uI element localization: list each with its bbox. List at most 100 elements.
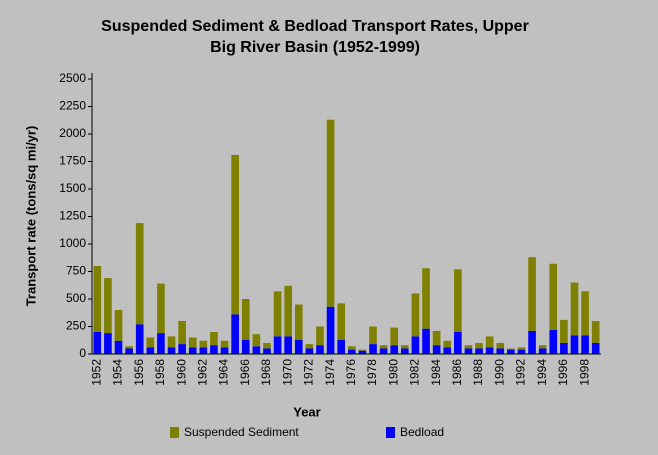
y-tick-label: 1000	[59, 236, 86, 250]
bar-segment	[93, 332, 102, 354]
bar-segment	[199, 347, 208, 354]
bar-segment	[560, 343, 568, 354]
bar-segment	[146, 347, 155, 354]
bar-segment	[369, 326, 377, 345]
y-tick-label: 0	[79, 346, 86, 360]
x-tick-label: 1978	[365, 359, 379, 386]
bar-segment	[401, 348, 409, 354]
x-tick-label: 1968	[259, 359, 273, 386]
bar-segment	[475, 348, 483, 354]
x-tick-label: 1976	[344, 359, 358, 386]
bar-segment	[114, 340, 123, 354]
bar-segment	[263, 348, 271, 354]
bar-segment	[581, 335, 589, 354]
bar-segment	[188, 347, 197, 354]
bar-segment	[316, 326, 324, 346]
x-tick-label: 1962	[196, 359, 210, 386]
bar-segment	[549, 329, 558, 354]
bar-segment	[411, 293, 420, 337]
y-tick-label: 500	[66, 291, 86, 305]
bar-segment	[263, 343, 271, 349]
legend-label: Suspended Sediment	[184, 425, 299, 439]
bar-segment	[347, 349, 356, 354]
bar-segment	[528, 257, 536, 331]
bar-segment	[104, 333, 112, 354]
bar-segment	[337, 303, 346, 340]
y-tick-label: 1250	[59, 209, 86, 223]
legend-swatch	[386, 427, 395, 438]
bar-segment	[454, 269, 462, 332]
bar-segment	[188, 337, 197, 348]
bar-segment	[294, 304, 303, 340]
bar-segment	[454, 332, 462, 354]
bar-segment	[358, 349, 367, 351]
bar-segment	[379, 345, 388, 349]
bar-segment	[422, 268, 430, 329]
bar-segment	[157, 283, 165, 334]
bar-segment	[517, 349, 526, 354]
bar-segment	[570, 282, 579, 336]
y-tick-label: 1500	[59, 181, 86, 195]
x-tick-label: 1988	[471, 359, 485, 386]
x-tick-label: 1994	[535, 359, 549, 386]
x-tick-label: 1980	[386, 359, 400, 386]
bar-segment	[167, 347, 176, 354]
bar-segment	[507, 349, 515, 354]
bar-segment	[369, 344, 377, 354]
legend-label: Bedload	[400, 425, 444, 439]
bar-segment	[210, 332, 218, 346]
bar-segment	[464, 348, 473, 354]
bar-segment	[496, 343, 505, 349]
bar-segment	[390, 327, 399, 346]
x-tick-label: 1956	[132, 359, 146, 386]
bar-segment	[316, 345, 324, 354]
bar-segment	[560, 319, 568, 343]
x-tick-label: 1998	[577, 359, 591, 386]
bar-segment	[432, 345, 441, 354]
bar-segment	[485, 336, 494, 348]
bar-segment	[241, 339, 250, 354]
bar-segment	[432, 330, 441, 346]
bar-segment	[401, 345, 409, 349]
bar-segment	[284, 285, 292, 337]
bar-segment	[581, 291, 589, 336]
y-tick-label: 2500	[59, 71, 86, 85]
y-tick-label: 250	[66, 319, 86, 333]
bar-segment	[252, 334, 261, 347]
bar-segment	[167, 336, 176, 348]
bar-segment	[528, 330, 536, 354]
bar-segment	[178, 344, 186, 354]
bar-segment	[411, 336, 420, 354]
y-tick-label: 750	[66, 264, 86, 278]
bar-segment	[443, 347, 452, 354]
bar-segment	[135, 223, 144, 325]
x-tick-label: 1982	[408, 359, 422, 386]
bar-segment	[422, 328, 430, 354]
bar-segment	[125, 346, 133, 349]
x-tick-label: 1958	[153, 359, 167, 386]
y-tick-label: 1750	[59, 154, 86, 168]
bar-segment	[305, 344, 314, 349]
bar-segment	[135, 324, 144, 354]
bar-segment	[485, 347, 494, 354]
bar-segment	[379, 348, 388, 354]
y-axis-title: Transport rate (tons/sq mi/yr)	[23, 126, 38, 307]
x-tick-label: 1954	[111, 359, 125, 386]
bar-segment	[146, 337, 155, 348]
bar-segment	[475, 343, 483, 349]
bar-segment	[507, 348, 515, 350]
x-tick-label: 1966	[238, 359, 252, 386]
legend-swatch	[170, 427, 179, 438]
x-axis-title: Year	[293, 404, 320, 419]
y-tick-label: 2000	[59, 126, 86, 140]
chart-title: Suspended Sediment & Bedload Transport R…	[101, 18, 529, 35]
x-tick-label: 1972	[302, 359, 316, 386]
bar-segment	[273, 291, 282, 337]
bar-segment	[347, 346, 356, 350]
bar-segment	[252, 346, 261, 354]
x-tick-label: 1986	[450, 359, 464, 386]
bar-segment	[464, 345, 473, 349]
bar-segment	[538, 345, 547, 349]
bar-segment	[93, 266, 102, 332]
